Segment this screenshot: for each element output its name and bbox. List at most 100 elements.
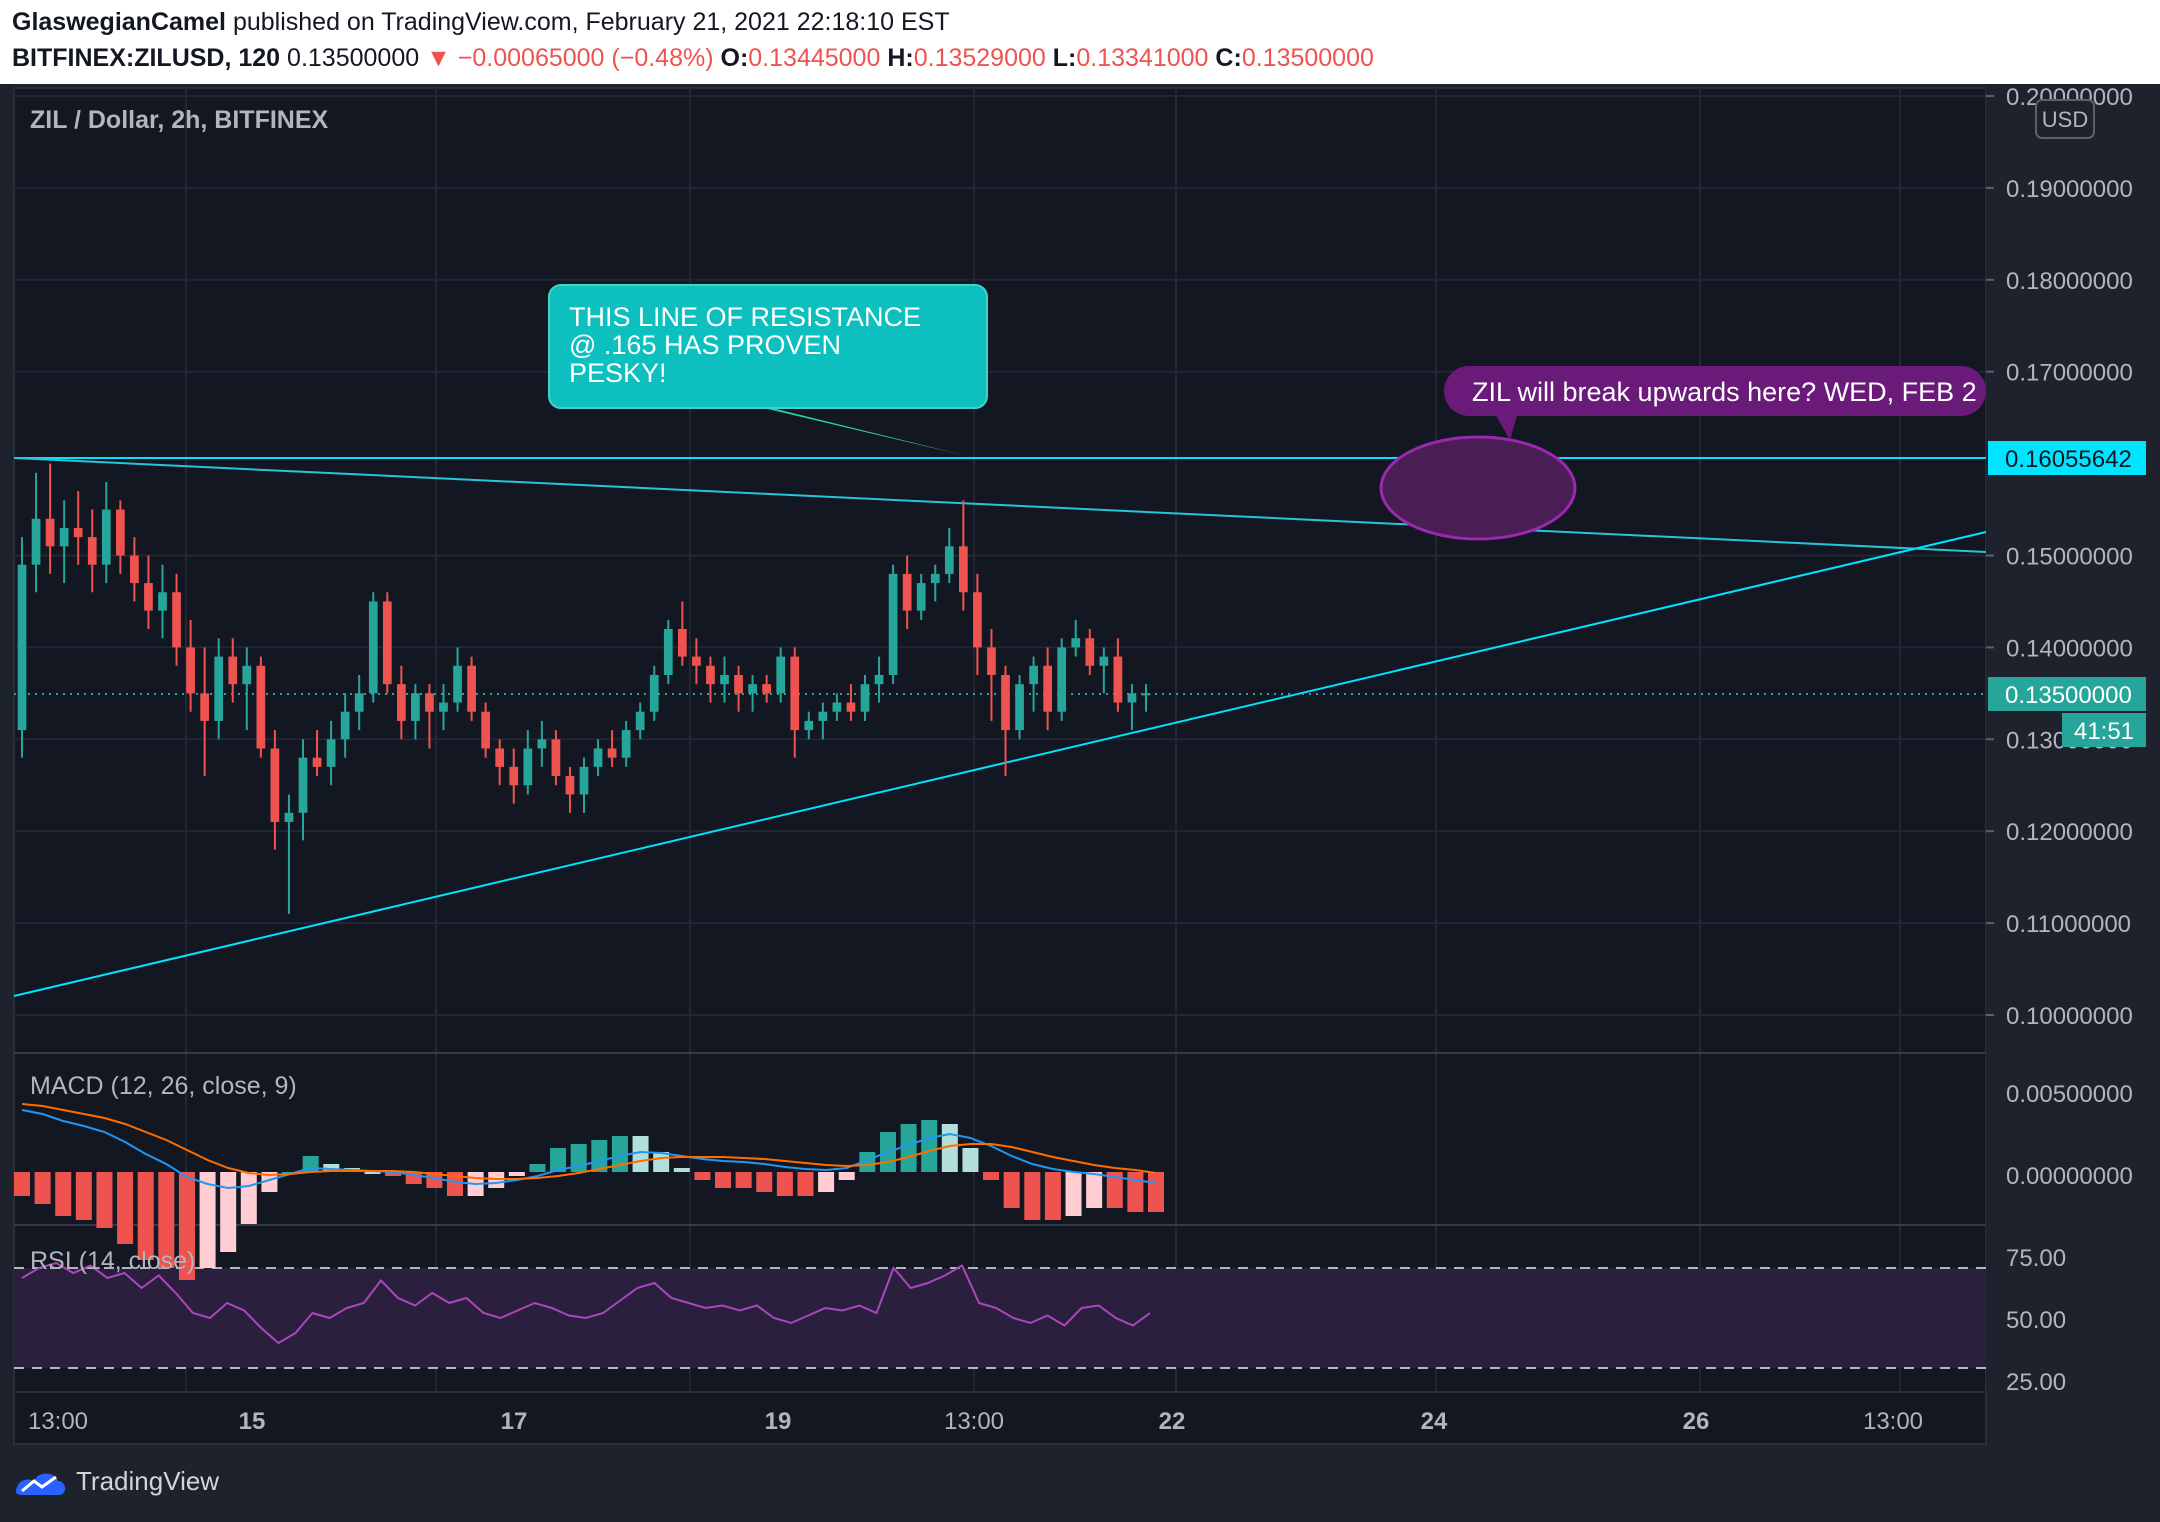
candle-body [45,518,55,547]
note-box [1444,366,1986,416]
tradingview-brand[interactable]: TradingView [14,1466,219,1497]
breakout-ellipse[interactable] [1379,435,1577,541]
price-tick-label: 0.14000000 [2006,635,2133,662]
candle-body [326,739,336,767]
time-axis[interactable]: 13:00 15 17 19 13:00 22 24 26 13:00 [28,1408,1923,1435]
header: GlaswegianCamel published on TradingView… [0,0,2160,84]
macd-bar [776,1172,793,1196]
candle-body [748,684,757,694]
time-tick-label: 24 [1421,1408,1448,1435]
macd-bar [1044,1172,1061,1220]
price-tick-label: 0.11000000 [2006,911,2131,938]
candle-body [368,601,378,694]
candle-body [130,555,139,584]
candle-body [790,656,800,731]
candle-body [453,665,462,703]
candle-body [621,730,631,758]
candle-body [523,748,533,786]
time-tick-label: 22 [1159,1408,1186,1435]
ohlc-bar: BITFINEX:ZILUSD, 120 0.13500000 ▼ −0.000… [12,44,1374,73]
last-price-label: 0.13500000 [2005,682,2132,709]
candle-body [579,766,589,795]
candle-body [958,546,968,593]
candle-body [495,748,505,767]
price-tick-label: 0.10000000 [2006,1003,2133,1030]
descending-trendline[interactable] [13,457,1987,553]
macd-bar [715,1172,732,1188]
candle-body [158,592,167,611]
macd-bar [1086,1172,1103,1208]
chart-title: ZIL / Dollar, 2h, BITFINEX [30,106,329,134]
currency-badge[interactable] [2035,99,2095,139]
candle-body [144,583,153,611]
macd-bar [962,1148,979,1172]
macd-bar [14,1172,30,1196]
purple-note[interactable]: ZIL will break upwards here? WED, FEB 2 [1444,366,1986,440]
callout-box [548,284,988,409]
macd-bar [1024,1172,1041,1220]
macd-bar [921,1120,938,1172]
candle-body [17,564,27,731]
candle-body [284,812,294,823]
candle-body [1001,674,1010,731]
countdown-label: 41:51 [2074,718,2134,745]
macd-bar [178,1172,195,1280]
candles [17,463,1151,914]
macd-bar [694,1172,711,1180]
candle-body [762,684,772,694]
callout-line-1: THIS LINE OF RESISTANCE [569,302,921,332]
time-tick-label: 19 [765,1408,792,1435]
candle-body [31,518,41,565]
candle-body [73,527,83,538]
teal-callout[interactable]: THIS LINE OF RESISTANCE @ .165 HAS PROVE… [548,284,988,456]
time-tick-label: 15 [239,1408,266,1435]
candle-body [1113,656,1123,703]
macd-bar [364,1172,381,1174]
time-tick-label: 13:00 [28,1408,88,1435]
callout-line-3: PESKY! [569,358,667,388]
tradingview-logo-icon [16,1473,66,1495]
macd-bar [426,1172,443,1188]
macd-bar [735,1172,752,1188]
candle-body [312,757,322,767]
macd-bar [158,1172,175,1268]
macd-bar [117,1172,134,1244]
candle-body [1127,693,1137,703]
macd-histogram [14,1120,1164,1280]
macd-bar [611,1136,628,1172]
candle-body [87,537,97,565]
publish-info: GlaswegianCamel published on TradingView… [12,8,950,37]
symbol-label[interactable]: BITFINEX:ZILUSD, 120 [12,44,281,72]
macd-bar [96,1172,113,1228]
candle-body [593,748,603,767]
macd-bar [137,1172,154,1260]
candle-body [706,665,715,685]
candle-body [228,656,238,685]
chart-canvas[interactable]: THIS LINE OF RESISTANCE @ .165 HAS PROVE… [0,84,2160,1452]
candle-body [944,546,954,574]
macd-bar [838,1172,855,1180]
ascending-trendline[interactable] [13,531,1987,997]
macd-bar [446,1172,463,1196]
macd-bar [900,1124,917,1172]
resistance-price-badge [1988,441,2146,475]
candle-body [59,527,69,547]
candle-body [832,702,842,712]
rsi-tick: 25.00 [2006,1369,2066,1396]
high-value: 0.13529000 [913,44,1046,72]
candle-body [1029,665,1038,685]
price-tick-label: 0.12000000 [2006,819,2133,846]
macd-bar [508,1172,525,1176]
candle-body [973,592,982,648]
macd-bar [1106,1172,1123,1208]
candle-body [720,674,729,685]
macd-bar [75,1172,92,1220]
tradingview-label: TradingView [76,1466,220,1496]
macd-bar [756,1172,773,1192]
author-name[interactable]: GlaswegianCamel [12,8,226,36]
candle-body [172,592,181,648]
rsi-band [14,1268,1986,1368]
candle-body [242,665,252,685]
candle-body [776,656,786,694]
macd-bar [797,1172,814,1196]
